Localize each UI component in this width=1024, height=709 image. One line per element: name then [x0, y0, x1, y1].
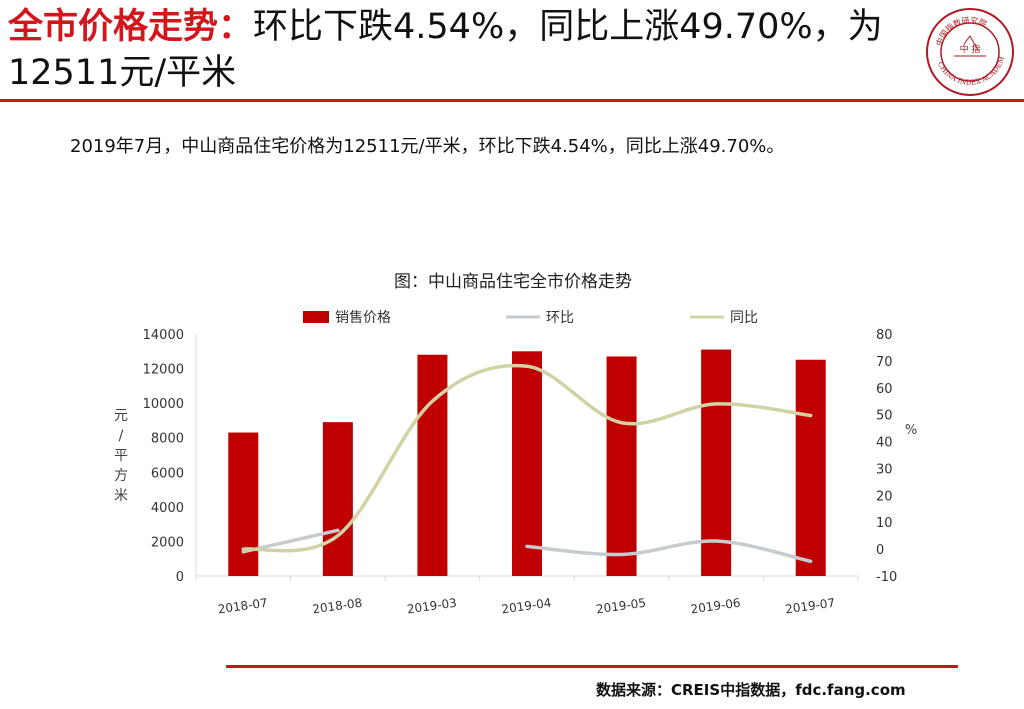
y-tick-label: 2000: [151, 535, 184, 550]
y-tick-label: 6000: [151, 466, 184, 481]
summary-text: 2019年7月，中山商品住宅价格为12511元/平米，环比下跌4.54%，同比上…: [70, 136, 785, 157]
series-line: [525, 539, 813, 564]
y-axis-label: 米: [114, 488, 128, 504]
y2-tick-label: 50: [876, 409, 893, 424]
x-tick-label: 2019-05: [595, 596, 647, 617]
x-tick-label: 2019-07: [784, 596, 836, 617]
bar: [228, 432, 259, 576]
title-divider: [0, 99, 1024, 102]
page-title-accent: 全市价格走势：: [8, 7, 254, 47]
x-tick-label: 2019-03: [406, 596, 458, 617]
legend-label: 销售价格: [335, 310, 391, 326]
y2-tick-label: 60: [876, 382, 893, 397]
bar: [417, 354, 448, 576]
data-source: 数据来源：CREIS中指数据，fdc.fang.com: [596, 681, 906, 699]
footer-divider: [226, 665, 958, 668]
bar: [512, 351, 542, 576]
y-tick-label: 10000: [143, 397, 184, 412]
series-line: [241, 363, 813, 553]
legend-swatch: [303, 311, 329, 323]
bar: [322, 422, 353, 576]
y2-tick-label: 30: [876, 462, 893, 477]
y2-tick-label: 0: [876, 543, 884, 558]
y-tick-label: 12000: [143, 363, 184, 378]
chart-title: 图：中山商品住宅全市价格走势: [394, 272, 632, 292]
y2-axis-label: %: [905, 423, 917, 438]
x-tick-label: 2019-06: [690, 596, 742, 617]
legend-label: 环比: [546, 310, 574, 326]
y2-tick-label: 10: [876, 516, 893, 531]
bar: [701, 349, 732, 576]
y2-tick-label: -10: [876, 570, 897, 585]
y-tick-label: 14000: [143, 328, 184, 343]
y-tick-label: 0: [176, 570, 184, 585]
logo-center-text: 中 指: [960, 43, 981, 55]
legend-label: 同比: [730, 310, 758, 326]
y-axis-label: 平: [114, 448, 128, 464]
page-title: 全市价格走势：环比下跌4.54%，同比上涨49.70%，为12511元/平米: [8, 4, 908, 96]
y-axis-label: 元: [114, 408, 128, 424]
china-index-academy-logo: 中国指数研究院 CHINA INDEX ACADEMY 中 指: [924, 6, 1014, 96]
x-tick-label: 2018-08: [311, 596, 363, 617]
y-axis-label: /: [119, 428, 124, 444]
x-tick-label: 2018-07: [217, 596, 269, 617]
x-tick-label: 2019-04: [501, 596, 553, 617]
page-title-rest: 环比下跌4.54%，同比上涨49.70%，为12511元/平米: [8, 7, 883, 93]
y2-tick-label: 70: [876, 355, 893, 370]
y-tick-label: 4000: [151, 501, 184, 516]
y-axis-label: 方: [114, 468, 128, 484]
y2-tick-label: 40: [876, 436, 893, 451]
bar: [795, 359, 826, 576]
bar: [606, 356, 637, 576]
y-tick-label: 8000: [151, 432, 184, 447]
y2-tick-label: 80: [876, 328, 893, 343]
y2-tick-label: 20: [876, 489, 893, 504]
